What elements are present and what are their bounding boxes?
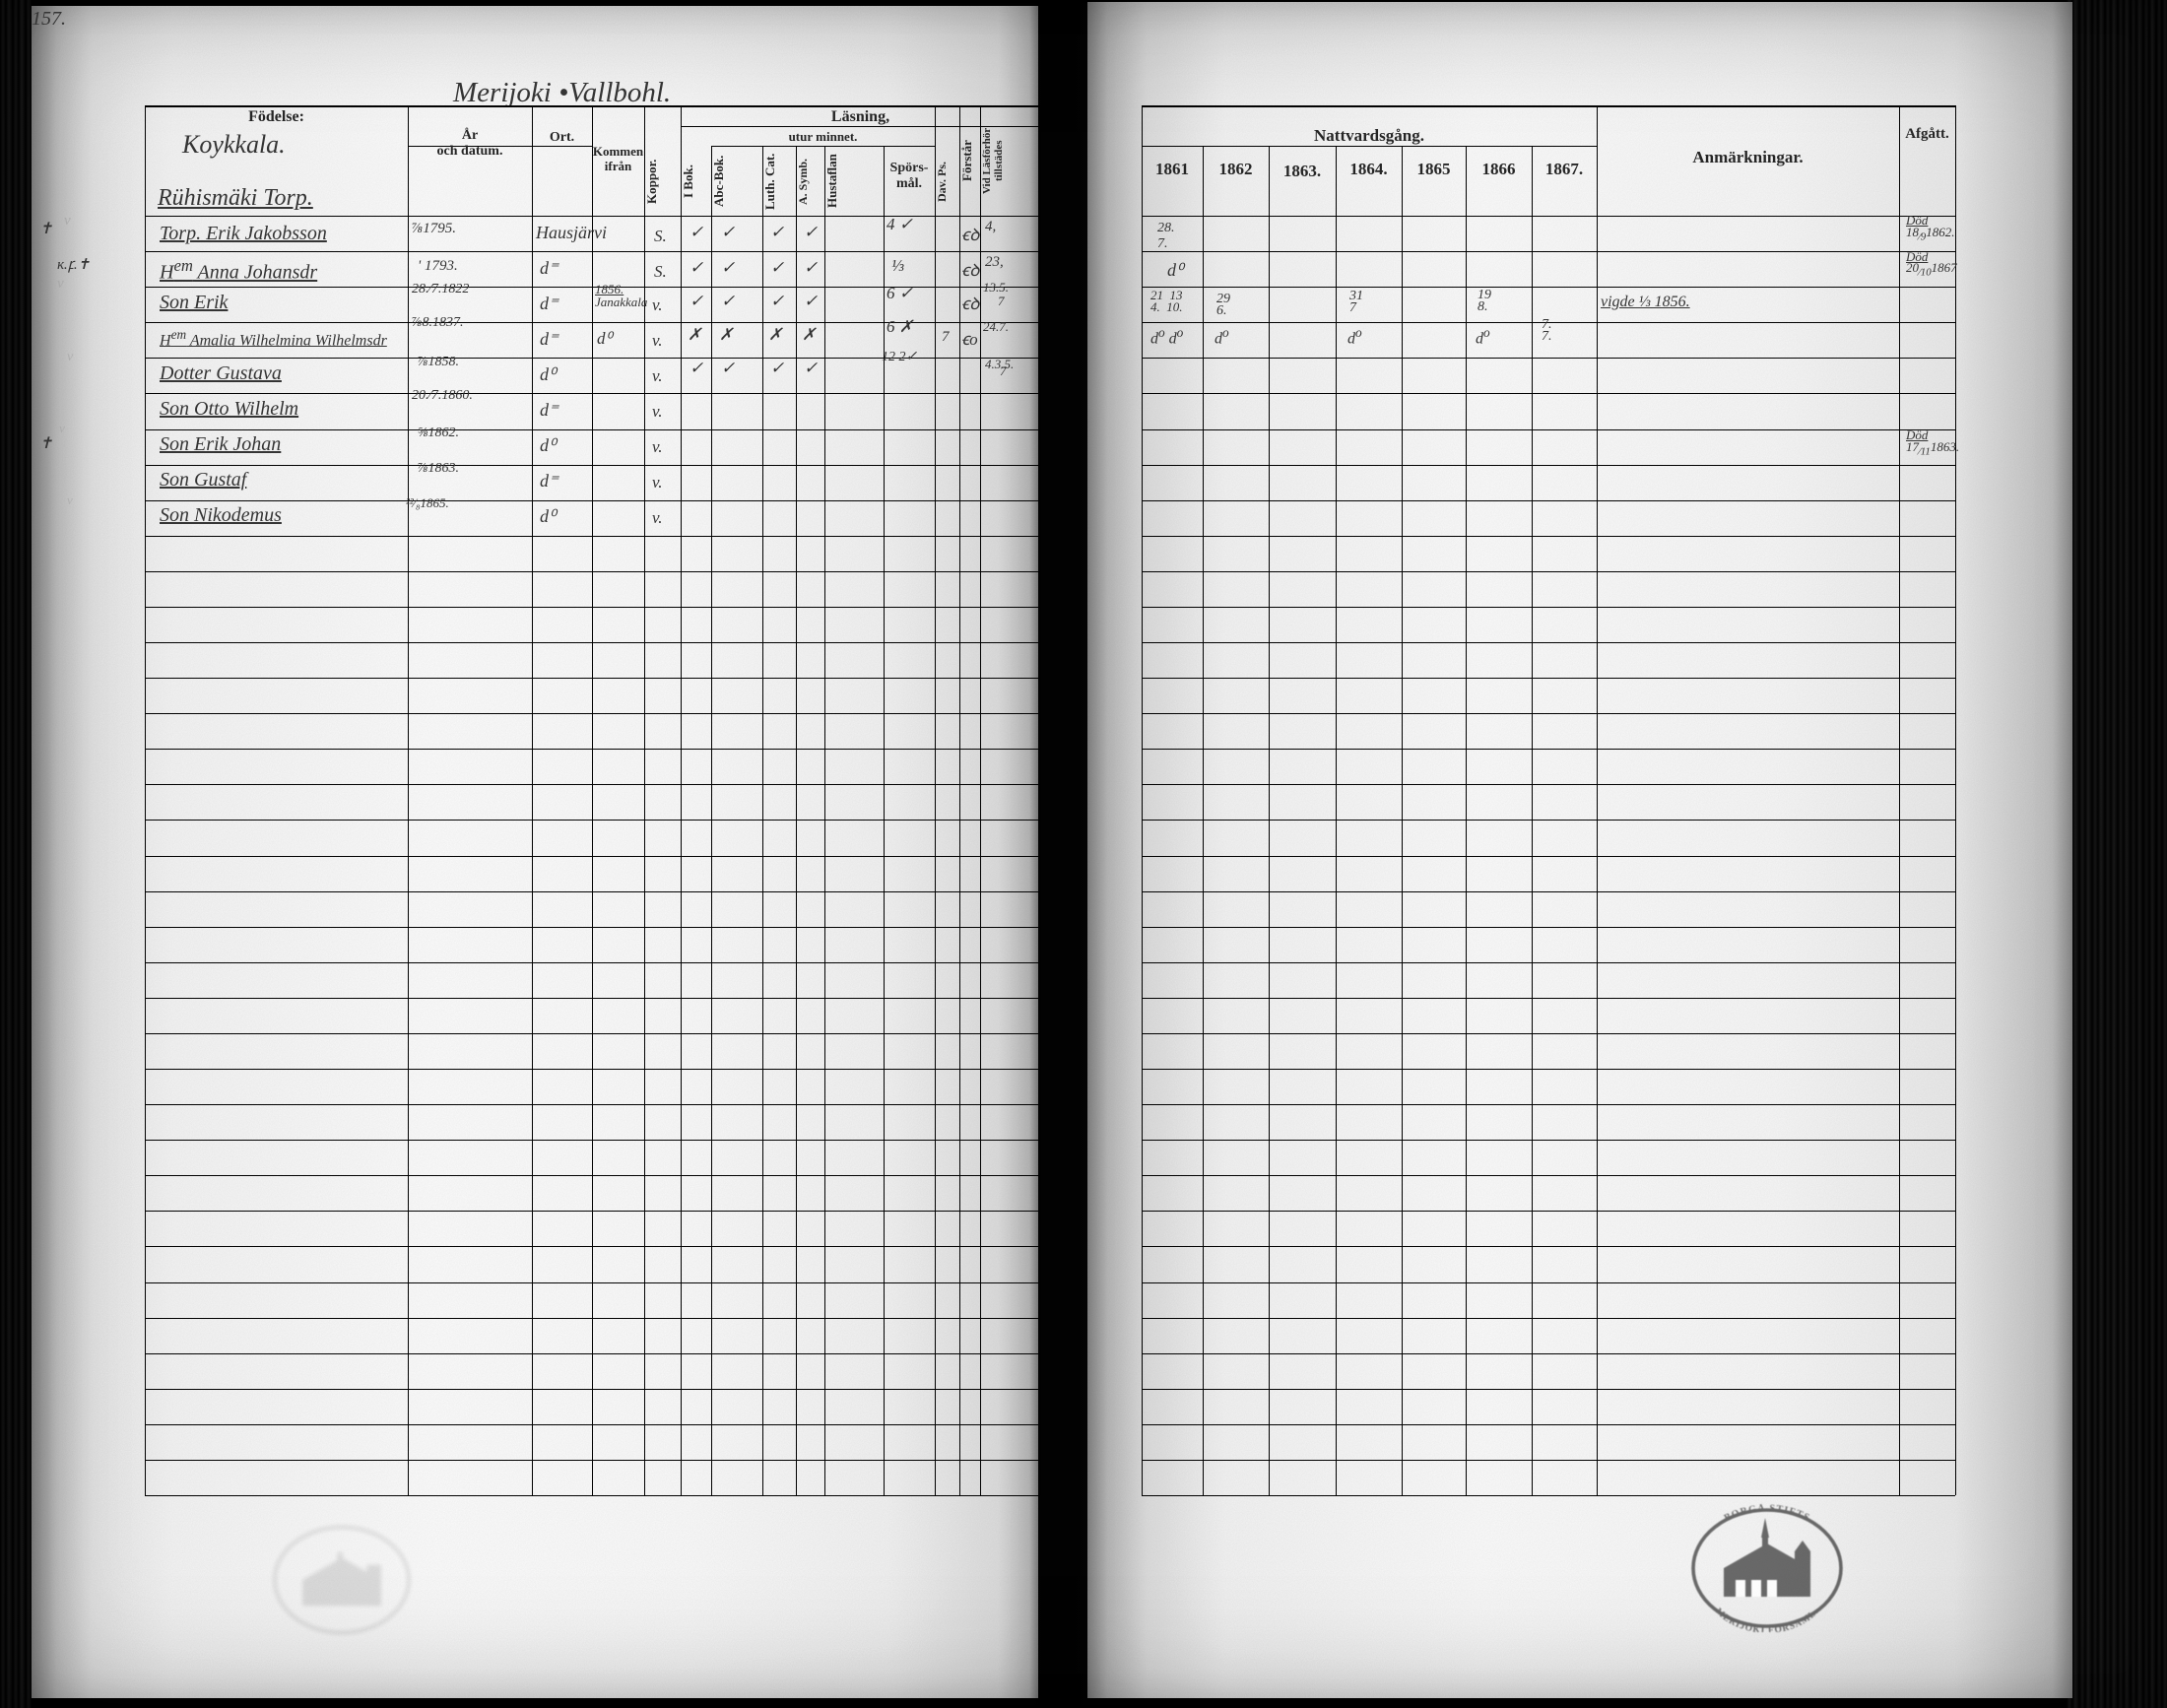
svg-text:MERIJOKI FÖRSAML.: MERIJOKI FÖRSAML. xyxy=(1713,1607,1820,1632)
svg-text:BORGÅ STIFTS: BORGÅ STIFTS xyxy=(1723,1504,1812,1524)
